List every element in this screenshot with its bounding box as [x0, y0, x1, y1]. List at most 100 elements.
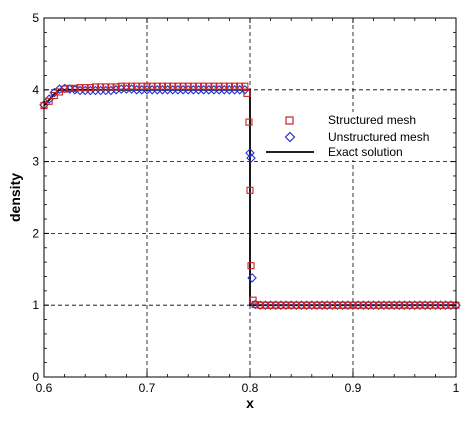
- legend-unstructured-marker: [284, 131, 296, 143]
- structured-mesh-point: [421, 301, 429, 309]
- structured-mesh-point: [349, 301, 357, 309]
- legend: Structured mesh Unstructured mesh Exact …: [266, 112, 450, 160]
- axis-ticks: 0.6 0.7 0.8 0.9 1 0 1 2 3 4 5: [32, 11, 459, 395]
- structured-mesh-point: [184, 82, 192, 90]
- structured-mesh-point: [272, 301, 280, 309]
- structured-mesh-point: [66, 84, 74, 92]
- structured-mesh-point: [50, 91, 58, 100]
- structured-mesh-point: [220, 82, 228, 90]
- structured-mesh-point: [364, 301, 373, 309]
- structured-mesh-point: [292, 301, 300, 309]
- structured-mesh-point: [436, 301, 445, 309]
- structured-mesh-point: [339, 301, 347, 309]
- x-tick-label: 0.6: [36, 381, 53, 395]
- structured-mesh-point: [370, 301, 378, 309]
- structured-mesh-point: [174, 82, 182, 90]
- structured-mesh-point: [189, 82, 197, 90]
- structured-mesh-point: [236, 82, 244, 90]
- structured-mesh-point: [416, 301, 424, 309]
- structured-mesh-point: [333, 301, 342, 309]
- structured-mesh-point: [261, 301, 270, 309]
- structured-mesh-point: [107, 83, 115, 91]
- legend-structured-label: Structured mesh: [328, 113, 416, 127]
- structured-mesh-point: [148, 82, 156, 90]
- legend-unstructured-label: Unstructured mesh: [328, 130, 429, 144]
- structured-mesh-point: [225, 82, 233, 90]
- structured-mesh-point: [308, 301, 316, 309]
- structured-mesh-point: [241, 82, 249, 90]
- legend-exact-label: Exact solution: [328, 145, 403, 159]
- structured-mesh-point: [86, 84, 94, 92]
- x-axis-title: x: [246, 395, 254, 411]
- structured-mesh-point: [243, 89, 251, 97]
- structured-mesh-point: [102, 83, 110, 91]
- structured-mesh-point: [267, 301, 275, 309]
- structured-mesh-point: [153, 82, 161, 90]
- structured-mesh-point: [117, 82, 125, 90]
- structured-mesh-point: [164, 82, 172, 90]
- structured-mesh-point: [128, 82, 136, 90]
- structured-mesh-point: [390, 301, 398, 309]
- structured-mesh-point: [344, 301, 352, 309]
- structured-mesh-point: [297, 301, 306, 309]
- structured-mesh-point: [406, 301, 414, 309]
- structured-mesh-point: [210, 82, 218, 90]
- structured-mesh-point: [323, 301, 331, 309]
- structured-mesh-point: [431, 301, 439, 309]
- structured-mesh-point: [179, 82, 187, 90]
- unstructured-mesh-point: [246, 153, 256, 163]
- y-tick-label: 1: [32, 298, 39, 312]
- structured-mesh-point: [246, 186, 254, 194]
- structured-mesh-point: [442, 301, 450, 309]
- structured-mesh-point: [400, 301, 409, 309]
- structured-mesh-point: [200, 82, 208, 90]
- structured-mesh-point: [138, 82, 146, 90]
- x-tick-label: 0.9: [345, 381, 362, 395]
- structured-mesh-point: [318, 301, 326, 309]
- structured-mesh-point: [282, 301, 290, 309]
- structured-mesh-point: [359, 301, 367, 309]
- structured-mesh-series: [40, 82, 460, 309]
- structured-mesh-point: [411, 301, 419, 309]
- structured-mesh-point: [61, 85, 69, 93]
- structured-mesh-point: [247, 262, 255, 270]
- structured-mesh-point: [143, 82, 151, 90]
- structured-mesh-point: [277, 301, 285, 309]
- structured-mesh-point: [91, 83, 100, 91]
- structured-mesh-point: [215, 82, 223, 90]
- y-tick-label: 2: [32, 226, 39, 240]
- structured-mesh-point: [251, 300, 259, 309]
- structured-mesh-point: [133, 82, 141, 90]
- legend-structured-marker: [285, 116, 294, 125]
- unstructured-mesh-point: [245, 148, 255, 158]
- structured-mesh-point: [328, 301, 336, 309]
- structured-mesh-point: [81, 84, 89, 92]
- structured-mesh-point: [97, 83, 105, 91]
- structured-mesh-point: [303, 301, 311, 309]
- structured-mesh-point: [45, 97, 53, 105]
- y-tick-label: 4: [32, 83, 39, 97]
- y-axis-title: density: [7, 173, 23, 222]
- structured-mesh-point: [71, 84, 79, 92]
- structured-mesh-point: [205, 82, 213, 90]
- structured-mesh-point: [287, 301, 295, 309]
- structured-mesh-point: [231, 82, 239, 90]
- y-tick-label: 5: [32, 11, 39, 25]
- x-tick-label: 1: [453, 381, 460, 395]
- structured-mesh-point: [122, 82, 130, 90]
- structured-mesh-point: [375, 301, 383, 309]
- structured-mesh-point: [112, 83, 120, 91]
- structured-mesh-point: [169, 82, 177, 90]
- unstructured-mesh-point: [247, 273, 257, 283]
- structured-mesh-point: [385, 301, 393, 309]
- structured-mesh-point: [354, 301, 362, 309]
- x-tick-label: 0.8: [242, 381, 259, 395]
- structured-mesh-point: [395, 301, 403, 309]
- structured-mesh-point: [380, 301, 388, 309]
- structured-mesh-point: [256, 301, 264, 309]
- structured-mesh-point: [158, 82, 166, 90]
- structured-mesh-point: [76, 84, 84, 92]
- structured-mesh-point: [245, 118, 253, 126]
